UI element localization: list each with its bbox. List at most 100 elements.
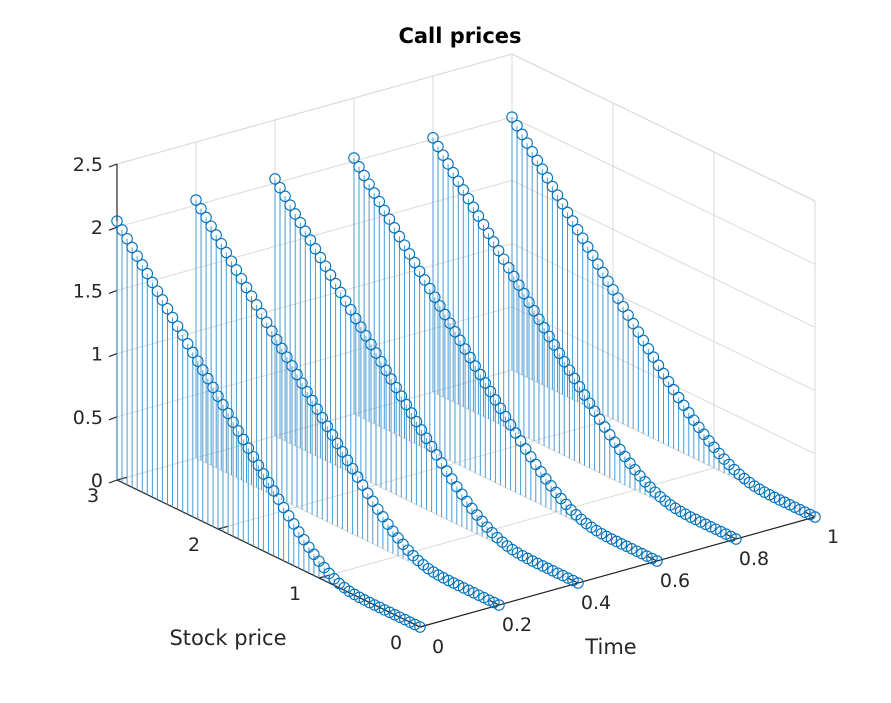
stem-marker — [652, 359, 665, 372]
stem-marker — [462, 192, 475, 205]
stem-marker — [380, 364, 392, 377]
stem-marker — [316, 412, 329, 424]
stem-marker — [487, 236, 500, 248]
stem-marker — [403, 248, 416, 260]
stem-marker — [662, 375, 675, 388]
stem-marker — [368, 187, 380, 199]
stem-marker — [296, 377, 308, 389]
stem-marker — [778, 496, 791, 509]
stem-marker — [430, 449, 443, 461]
stem-marker — [418, 274, 431, 286]
y-tick-label: 3 — [87, 485, 99, 507]
stem-marker — [329, 277, 342, 290]
stem-marker — [636, 547, 648, 560]
stem-marker — [210, 229, 222, 241]
stem-marker — [279, 190, 291, 203]
stem-marker — [141, 267, 154, 280]
stem-marker — [597, 266, 609, 279]
stem-marker — [390, 381, 402, 394]
stem-marker — [227, 416, 239, 428]
stem-marker — [563, 364, 576, 376]
sidewall-gridline-price — [511, 116, 816, 265]
stem-marker — [237, 433, 250, 446]
z-tick-label: 2 — [91, 217, 103, 239]
stem-marker — [420, 432, 433, 445]
stem-marker — [356, 479, 369, 491]
x-tick-label: 1 — [827, 526, 839, 548]
x-tick-label: 0.8 — [739, 548, 769, 570]
stem-marker — [538, 322, 550, 334]
stem-marker — [452, 175, 465, 188]
stem-marker — [262, 476, 275, 489]
stem-marker — [321, 420, 334, 433]
stem-marker — [513, 279, 525, 291]
z-tick-mark — [108, 479, 118, 484]
stem-marker — [610, 535, 623, 548]
stem-marker — [482, 227, 495, 240]
stem-marker — [190, 194, 202, 206]
stem-marker — [492, 244, 505, 257]
stem-marker — [467, 201, 480, 214]
stem-marker — [519, 443, 532, 455]
stem-marker — [511, 119, 523, 132]
stem-marker — [725, 530, 737, 543]
stem-marker — [568, 372, 581, 385]
stem-marker — [479, 377, 492, 389]
stem-marker — [657, 367, 670, 380]
z-tick-mark — [108, 289, 118, 294]
stem-marker — [207, 381, 219, 394]
stem-marker — [269, 173, 281, 185]
stem-marker — [181, 338, 194, 350]
stem-marker — [373, 195, 386, 208]
stem-marker — [368, 599, 381, 611]
stem-marker — [289, 208, 301, 220]
stem-marker — [341, 454, 354, 467]
stem-marker — [212, 390, 224, 402]
stem-marker — [375, 355, 387, 368]
stem-marker — [358, 169, 370, 182]
stem-marker — [240, 281, 253, 294]
stem-marker — [274, 181, 286, 194]
stem-marker — [215, 237, 228, 250]
stem-marker — [434, 300, 446, 312]
stem-marker — [324, 269, 337, 281]
stem-marker — [474, 368, 487, 381]
stem-marker — [447, 166, 459, 179]
stem-marker — [299, 225, 312, 238]
stem-marker — [558, 356, 571, 368]
stem-marker — [252, 459, 265, 472]
z-tick-label: 0.5 — [73, 407, 103, 429]
stem-marker — [667, 383, 680, 396]
stem-marker — [424, 282, 436, 295]
marker-layer — [111, 111, 821, 633]
stem-marker — [331, 437, 344, 450]
stem-marker — [410, 415, 423, 428]
stem-marker — [578, 389, 591, 401]
stem-marker — [266, 325, 278, 337]
stem-marker — [131, 250, 143, 262]
stem-marker — [506, 111, 518, 123]
stem-marker — [267, 485, 280, 497]
stem-marker — [444, 317, 456, 329]
stem-marker — [383, 606, 396, 619]
stem-marker — [367, 495, 379, 508]
stem-marker — [592, 258, 604, 270]
stem-marker — [489, 394, 502, 406]
stem-marker — [277, 501, 290, 514]
stem-marker — [508, 270, 520, 283]
stem-marker — [389, 609, 401, 621]
stem-marker — [446, 473, 458, 485]
stem-marker — [576, 232, 589, 244]
stem-marker — [111, 215, 123, 227]
stem-marker — [497, 253, 510, 265]
stem-marker — [314, 251, 327, 264]
z-tick-mark — [108, 353, 118, 358]
stem-marker — [440, 465, 453, 477]
stem-marker — [360, 330, 372, 342]
stem-marker — [593, 413, 606, 426]
stem-marker — [477, 218, 490, 231]
stem-marker — [494, 402, 507, 415]
stem-marker — [291, 368, 303, 381]
